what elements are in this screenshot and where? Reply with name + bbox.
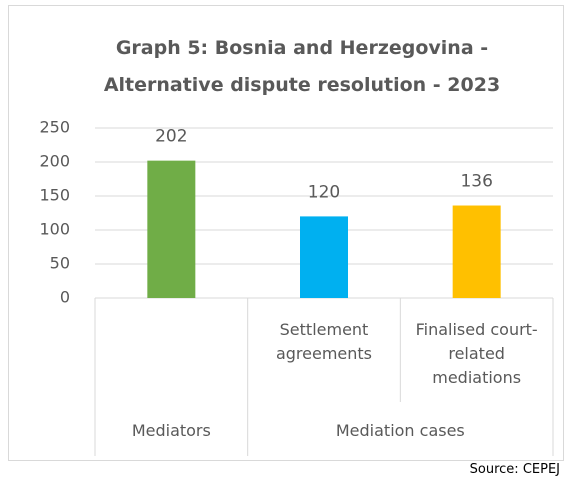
bar [452, 205, 501, 298]
chart-frame [8, 5, 564, 461]
bar [147, 160, 196, 298]
x-tick-label: Finalised court-related mediations [415, 320, 538, 387]
chart-title: Graph 5: Bosnia and Herzegovina - Altern… [103, 37, 501, 96]
group-label: Mediation cases [335, 421, 465, 440]
y-tick-label: 100 [39, 220, 70, 239]
y-tick-label: 150 [39, 186, 70, 205]
data-label: 202 [155, 127, 187, 147]
y-tick-label: 200 [39, 152, 70, 171]
y-tick-label: 50 [50, 254, 70, 273]
bar [300, 216, 348, 298]
y-tick-label: 250 [39, 118, 70, 137]
y-tick-label: 0 [60, 288, 70, 307]
data-label: 136 [460, 172, 492, 192]
x-tick-label: Settlement agreements [275, 320, 373, 363]
group-label: Mediators [131, 421, 211, 440]
data-label: 120 [308, 182, 340, 202]
source-note: Source: CEPEJ [469, 462, 560, 477]
